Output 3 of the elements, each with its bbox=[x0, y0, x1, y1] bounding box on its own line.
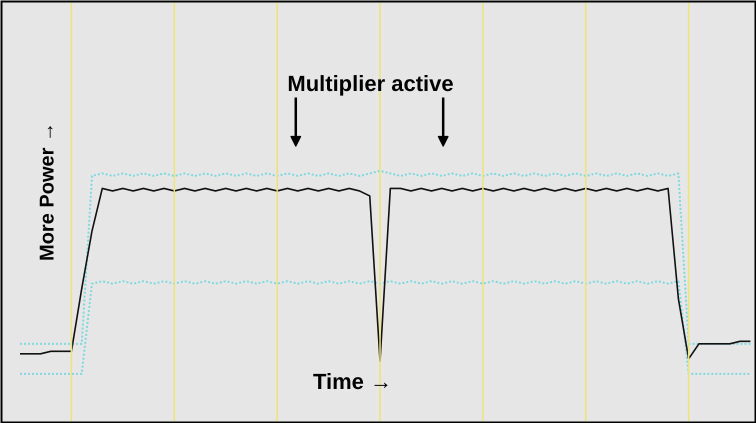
y-axis-title: More Power → bbox=[36, 122, 58, 261]
x-axis-title: Time → bbox=[312, 369, 392, 394]
text: Multiplier active bbox=[287, 71, 454, 96]
